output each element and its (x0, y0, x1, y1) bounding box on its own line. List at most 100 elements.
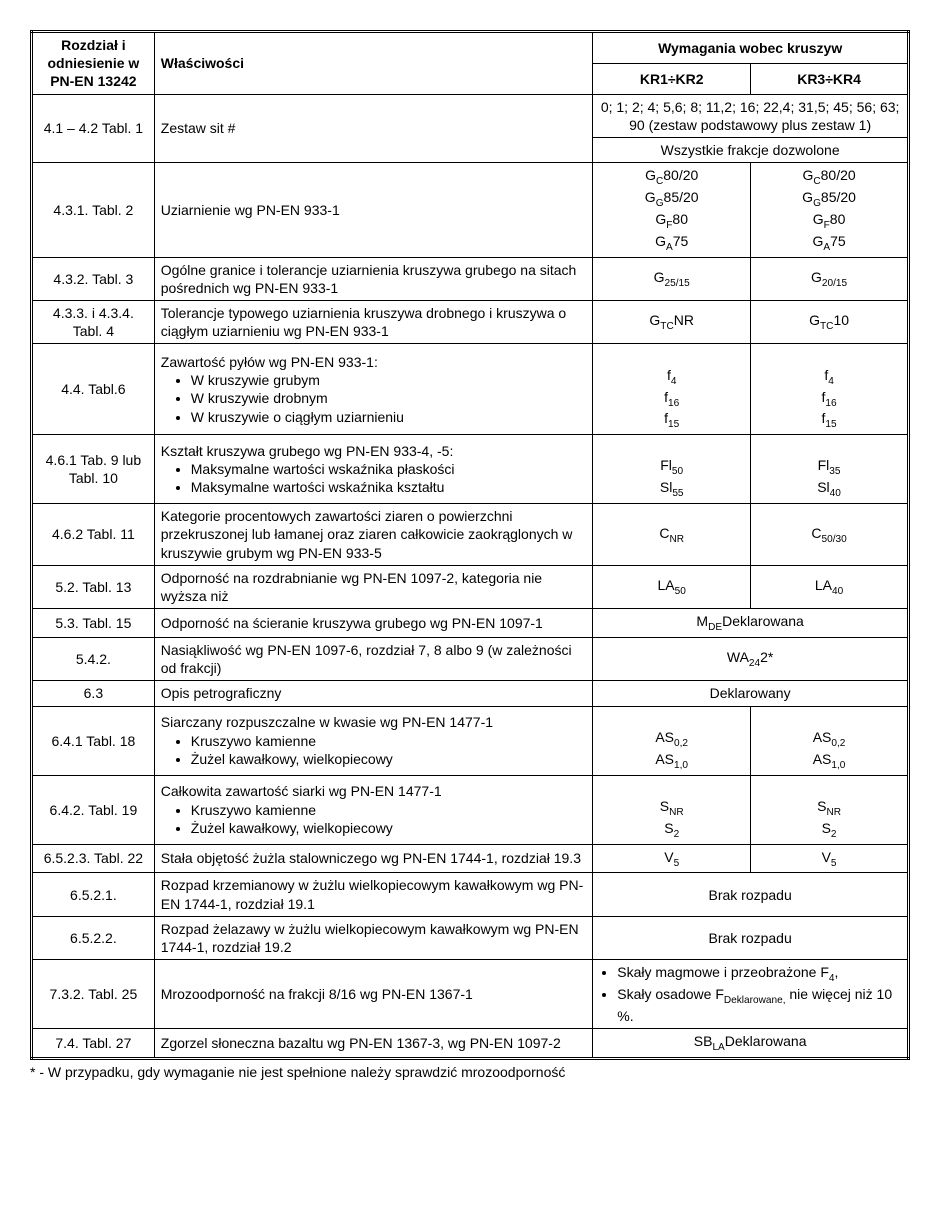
list-item: Kruszywo kamienne (191, 801, 587, 819)
table-row: 4.3.2. Tabl. 3 Ogólne granice i toleranc… (32, 257, 909, 300)
cell-req-b: LA40 (751, 565, 909, 608)
cell-req-a: V5 (593, 844, 751, 873)
cell-prop: Kategorie procentowych zawartości ziaren… (154, 504, 593, 566)
list-item: W kruszywie drobnym (191, 389, 587, 407)
cell-ref: 4.3.2. Tabl. 3 (32, 257, 155, 300)
table-row: 5.4.2. Nasiąkliwość wg PN-EN 1097-6, roz… (32, 638, 909, 681)
cell-ref: 4.1 – 4.2 Tabl. 1 (32, 94, 155, 163)
cell-ref: 6.5.2.2. (32, 916, 155, 959)
cell-req-a: GTCNR (593, 301, 751, 344)
cell-req-b: SNR S2 (751, 775, 909, 844)
cell-req-merged: Skały magmowe i przeobrażone F4, Skały o… (593, 960, 909, 1029)
cell-req-b: AS0,2 AS1,0 (751, 706, 909, 775)
list-item: Skały magmowe i przeobrażone F4, (617, 963, 901, 985)
list-item: Żużel kawałkowy, wielkopiecowy (191, 819, 587, 837)
cell-req-b: C50/30 (751, 504, 909, 566)
cell-req-b: Fl35 Sl40 (751, 435, 909, 504)
prop-lead: Zawartość pyłów wg PN-EN 933-1: (161, 354, 378, 370)
cell-ref: 7.4. Tabl. 27 (32, 1029, 155, 1059)
cell-ref: 7.3.2. Tabl. 25 (32, 960, 155, 1029)
symbol: GF80 (813, 211, 846, 227)
cell-prop: Uziarnienie wg PN-EN 933-1 (154, 163, 593, 258)
requirements-table-container: Rozdział i odniesienie w PN-EN 13242 Wła… (30, 30, 910, 1060)
cell-req-a: G25/15 (593, 257, 751, 300)
cell-prop: Siarczany rozpuszczalne w kwasie wg PN-E… (154, 706, 593, 775)
list-item: W kruszywie grubym (191, 371, 587, 389)
symbol: GA75 (655, 233, 688, 249)
hdr-kr1kr2: KR1÷KR2 (593, 63, 751, 94)
cell-prop: Rozpad żelazawy w żużlu wielkopiecowym k… (154, 916, 593, 959)
cell-prop: Stała objętość żużla stalowniczego wg PN… (154, 844, 593, 873)
cell-req-merged: Deklarowany (593, 681, 909, 706)
cell-req-a: f4 f16 f15 (593, 344, 751, 435)
table-row: 6.5.2.1. Rozpad krzemianowy w żużlu wiel… (32, 873, 909, 916)
cell-prop: Zawartość pyłów wg PN-EN 933-1: W kruszy… (154, 344, 593, 435)
cell-req-merged: Brak rozpadu (593, 873, 909, 916)
header-row-1: Rozdział i odniesienie w PN-EN 13242 Wła… (32, 32, 909, 64)
hdr-reference: Rozdział i odniesienie w PN-EN 13242 (32, 32, 155, 95)
cell-req-a: LA50 (593, 565, 751, 608)
prop-bullets: Kruszywo kamienne Żużel kawałkowy, wielk… (191, 801, 587, 837)
req-bullets: Skały magmowe i przeobrażone F4, Skały o… (617, 963, 901, 1025)
cell-prop: Rozpad krzemianowy w żużlu wielkopiecowy… (154, 873, 593, 916)
cell-prop: Zestaw sit # (154, 94, 593, 163)
cell-ref: 6.4.2. Tabl. 19 (32, 775, 155, 844)
cell-ref: 5.4.2. (32, 638, 155, 681)
table-row: 6.3 Opis petrograficzny Deklarowany (32, 681, 909, 706)
table-row: 7.3.2. Tabl. 25 Mrozoodporność na frakcj… (32, 960, 909, 1029)
cell-req-b: G20/15 (751, 257, 909, 300)
cell-req-merged: MDEDeklarowana (593, 609, 909, 638)
cell-req-a: CNR (593, 504, 751, 566)
cell-req-b: GC80/20 GG85/20 GF80 GA75 (751, 163, 909, 258)
cell-prop: Kształt kruszywa grubego wg PN-EN 933-4,… (154, 435, 593, 504)
table-row: 6.4.2. Tabl. 19 Całkowita zawartość siar… (32, 775, 909, 844)
cell-prop: Nasiąkliwość wg PN-EN 1097-6, rozdział 7… (154, 638, 593, 681)
cell-ref: 4.6.2 Tabl. 11 (32, 504, 155, 566)
symbol: GC80/20 (802, 167, 855, 183)
table-row: 4.4. Tabl.6 Zawartość pyłów wg PN-EN 933… (32, 344, 909, 435)
hdr-property: Właściwości (154, 32, 593, 95)
cell-ref: 4.6.1 Tab. 9 lub Tabl. 10 (32, 435, 155, 504)
cell-req-merged: Brak rozpadu (593, 916, 909, 959)
list-item: Skały osadowe FDeklarowane, nie więcej n… (617, 985, 901, 1025)
list-item: Maksymalne wartości wskaźnika kształtu (191, 478, 587, 496)
symbol: GF80 (655, 211, 688, 227)
hdr-requirements: Wymagania wobec kruszyw (593, 32, 909, 64)
table-row: 4.3.3. i 4.3.4. Tabl. 4 Tolerancje typow… (32, 301, 909, 344)
cell-prop: Całkowita zawartość siarki wg PN-EN 1477… (154, 775, 593, 844)
list-item: Żużel kawałkowy, wielkopiecowy (191, 750, 587, 768)
symbol: GC80/20 (645, 167, 698, 183)
prop-lead: Siarczany rozpuszczalne w kwasie wg PN-E… (161, 714, 493, 730)
cell-prop: Mrozoodporność na frakcji 8/16 wg PN-EN … (154, 960, 593, 1029)
cell-req-merged: 0; 1; 2; 4; 5,6; 8; 11,2; 16; 22,4; 31,5… (593, 94, 909, 137)
cell-prop: Odporność na ścieranie kruszywa grubego … (154, 609, 593, 638)
table-row: 4.3.1. Tabl. 2 Uziarnienie wg PN-EN 933-… (32, 163, 909, 258)
cell-req-merged: SBLADeklarowana (593, 1029, 909, 1059)
requirements-table: Rozdział i odniesienie w PN-EN 13242 Wła… (30, 30, 910, 1060)
prop-lead: Całkowita zawartość siarki wg PN-EN 1477… (161, 783, 442, 799)
cell-ref: 6.5.2.3. Tabl. 22 (32, 844, 155, 873)
symbol: GG85/20 (802, 189, 856, 205)
cell-req-b: V5 (751, 844, 909, 873)
table-row: 5.2. Tabl. 13 Odporność na rozdrabnianie… (32, 565, 909, 608)
table-row: 4.6.2 Tabl. 11 Kategorie procentowych za… (32, 504, 909, 566)
cell-req-a: AS0,2 AS1,0 (593, 706, 751, 775)
cell-prop: Ogólne granice i tolerancje uziarnienia … (154, 257, 593, 300)
prop-bullets: W kruszywie grubym W kruszywie drobnym W… (191, 371, 587, 426)
cell-prop: Opis petrograficzny (154, 681, 593, 706)
table-row: 7.4. Tabl. 27 Zgorzel słoneczna bazaltu … (32, 1029, 909, 1059)
cell-req-merged: WA242* (593, 638, 909, 681)
table-row: 6.4.1 Tabl. 18 Siarczany rozpuszczalne w… (32, 706, 909, 775)
cell-ref: 4.3.3. i 4.3.4. Tabl. 4 (32, 301, 155, 344)
cell-prop: Odporność na rozdrabnianie wg PN-EN 1097… (154, 565, 593, 608)
footnote: * - W przypadku, gdy wymaganie nie jest … (30, 1064, 910, 1080)
table-row: 6.5.2.3. Tabl. 22 Stała objętość żużla s… (32, 844, 909, 873)
cell-ref: 4.4. Tabl.6 (32, 344, 155, 435)
list-item: Kruszywo kamienne (191, 732, 587, 750)
symbol: GG85/20 (645, 189, 699, 205)
cell-req-b: GTC10 (751, 301, 909, 344)
hdr-kr3kr4: KR3÷KR4 (751, 63, 909, 94)
cell-ref: 5.2. Tabl. 13 (32, 565, 155, 608)
list-item: W kruszywie o ciągłym uziarnieniu (191, 408, 587, 426)
symbol: GA75 (812, 233, 845, 249)
